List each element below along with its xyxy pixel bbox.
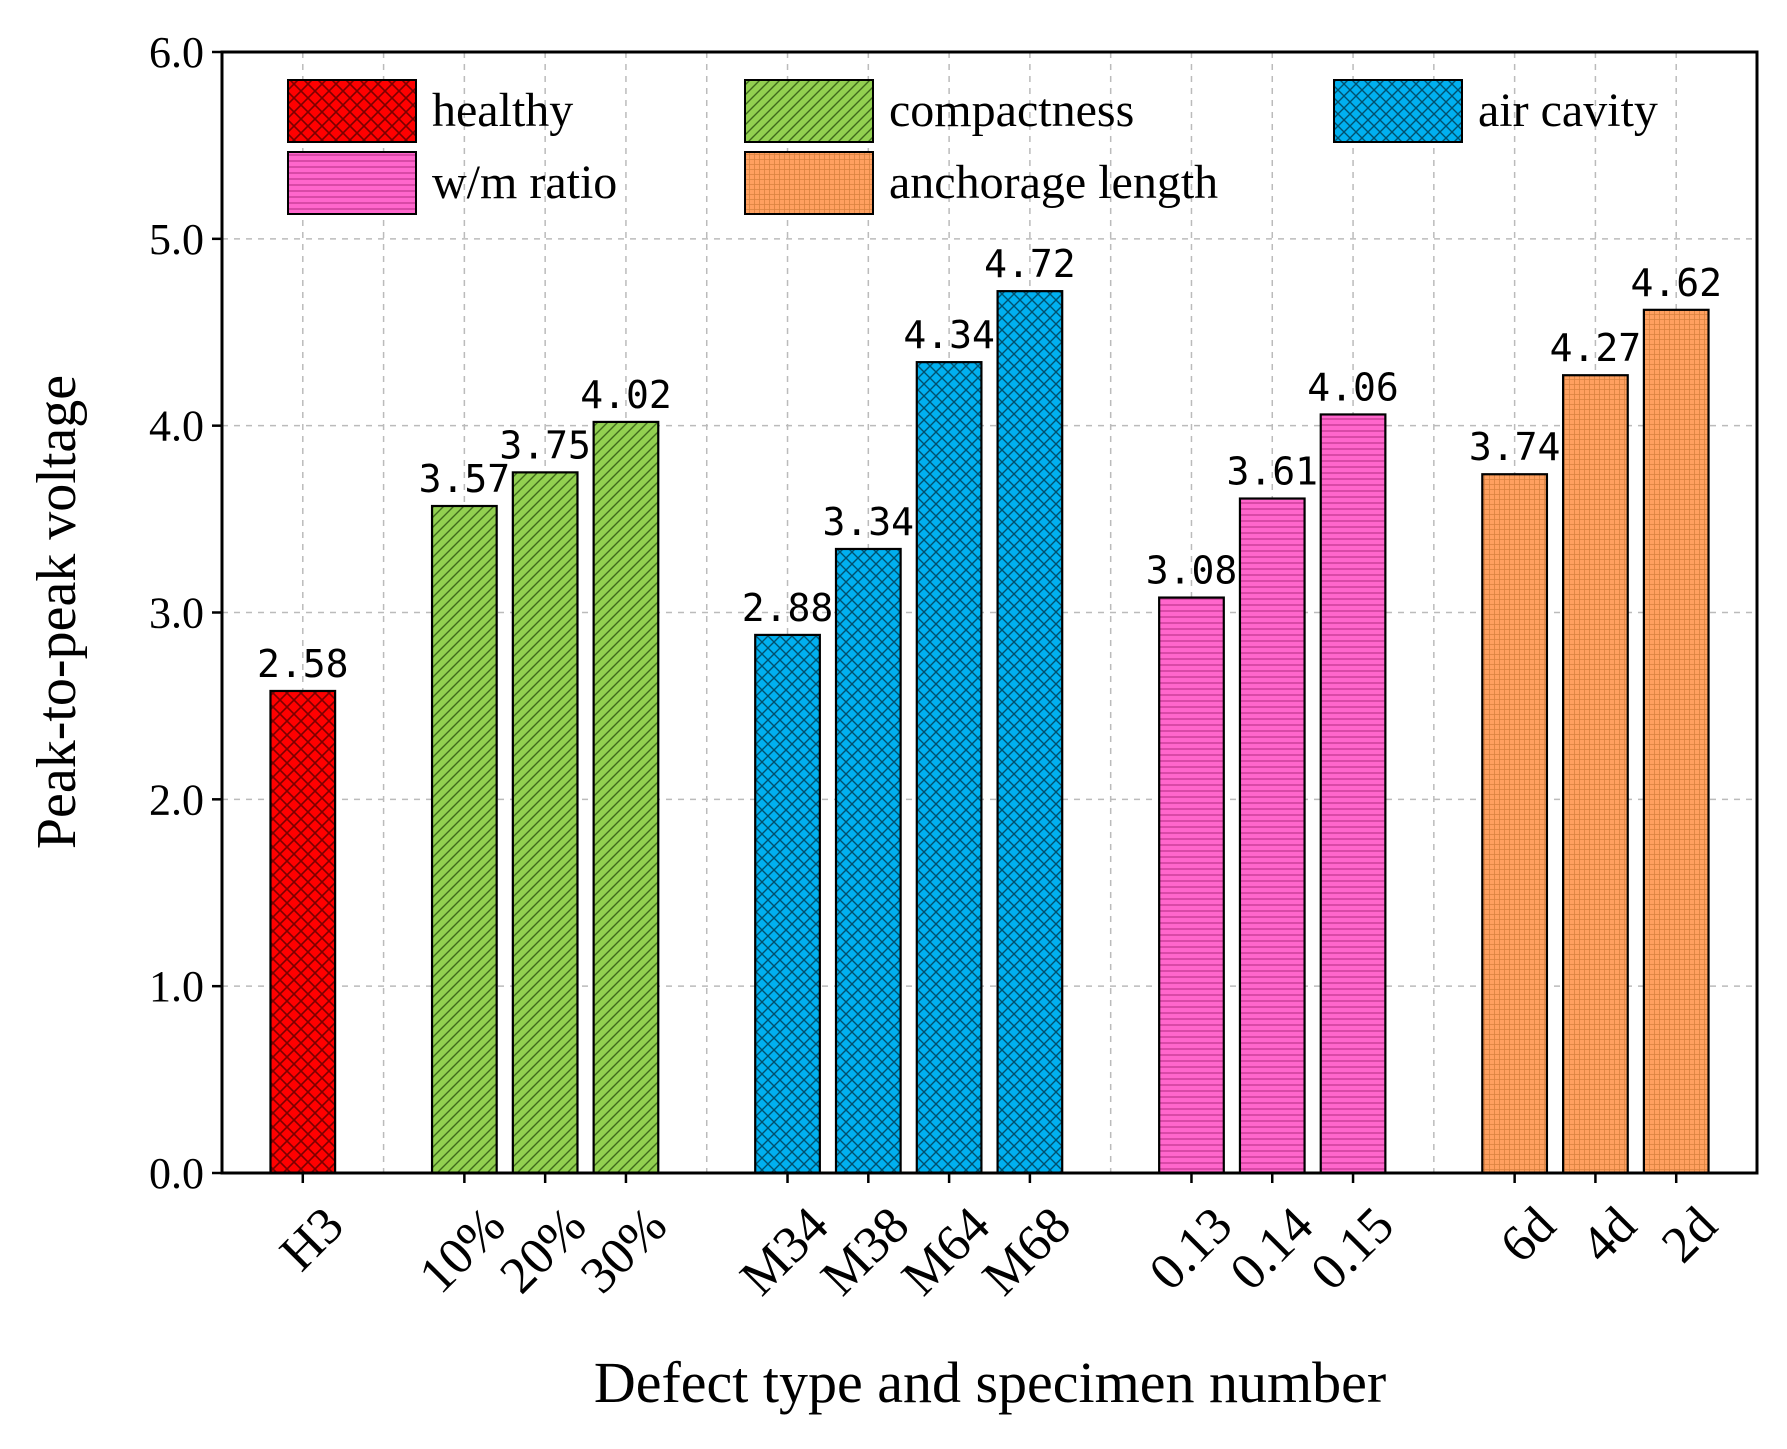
data-label: 4.02	[580, 373, 672, 417]
x-tick-label: M68	[972, 1197, 1082, 1307]
data-label: 4.72	[984, 242, 1076, 286]
data-label: 4.34	[903, 313, 995, 357]
legend-swatch	[287, 151, 417, 215]
y-tick-label: 3.0	[149, 589, 204, 638]
x-tick-label: 6d	[1489, 1197, 1566, 1274]
y-tick-label: 4.0	[149, 402, 204, 451]
data-label: 3.75	[499, 423, 591, 467]
bar	[996, 290, 1064, 1175]
data-label: 3.74	[1469, 425, 1561, 469]
x-tick-label: 0.14	[1220, 1197, 1325, 1302]
x-tick-label: 0.13	[1139, 1197, 1244, 1302]
data-label: 4.06	[1307, 365, 1399, 409]
bar	[511, 471, 579, 1175]
bar	[592, 420, 660, 1175]
legend-label: w/m ratio	[432, 156, 617, 209]
bars	[269, 290, 1710, 1175]
legend-swatch	[744, 151, 874, 215]
data-label: 3.57	[419, 457, 511, 501]
x-tick-label: 10%	[409, 1197, 517, 1305]
data-label: 4.27	[1550, 326, 1642, 370]
x-axis-label: Defect type and specimen number	[594, 1350, 1386, 1415]
bar	[430, 504, 498, 1175]
data-label: 3.61	[1227, 450, 1319, 494]
legend-swatch	[744, 79, 874, 143]
y-tick-label: 6.0	[149, 28, 204, 77]
bar	[834, 547, 902, 1175]
y-tick-label: 5.0	[149, 215, 204, 264]
data-label: 2.58	[257, 642, 349, 686]
legend-label: anchorage length	[889, 156, 1218, 209]
bar	[915, 361, 983, 1175]
x-tick-label: M34	[730, 1197, 840, 1307]
x-tick-label: M38	[810, 1197, 920, 1307]
legend-label: compactness	[889, 84, 1134, 137]
bar	[1238, 497, 1306, 1175]
bar	[1158, 596, 1225, 1175]
y-tick-label: 1.0	[149, 962, 204, 1011]
x-tick-label: M64	[891, 1197, 1001, 1307]
bar	[1562, 374, 1629, 1175]
x-tick-label: 2d	[1651, 1197, 1728, 1274]
legend-swatch	[287, 79, 417, 143]
data-label: 3.34	[823, 500, 915, 544]
legend-label: healthy	[432, 84, 573, 137]
bar	[1642, 308, 1710, 1175]
value-labels: 2.58 3.573.75 4.02 2.88 3.34 4.34 4.72 3.08 3.61…	[257, 242, 1722, 686]
data-label: 4.62	[1630, 261, 1722, 305]
legend: healthy compactness air cavity w/m ratio anc…	[287, 79, 1658, 215]
data-label: 3.08	[1146, 549, 1238, 593]
x-tick-label: 20%	[489, 1197, 597, 1305]
y-axis-ticks: 0.0 1.0 2.0 3.0 4.0 5.0 6.0	[149, 28, 222, 1198]
bar	[1319, 413, 1387, 1175]
x-tick-label: 30%	[570, 1197, 678, 1305]
y-tick-label: 2.0	[149, 775, 204, 824]
bar	[269, 689, 337, 1175]
x-tick-label: 4d	[1570, 1197, 1647, 1274]
x-tick-label: H3	[269, 1197, 354, 1282]
legend-label: air cavity	[1478, 84, 1658, 137]
y-tick-label: 0.0	[149, 1149, 204, 1198]
y-axis-label: Peak-to-peak voltage	[26, 375, 88, 849]
bar	[1481, 473, 1549, 1175]
bar	[754, 633, 821, 1175]
data-label: 2.88	[742, 586, 834, 630]
x-tick-label: 0.15	[1300, 1197, 1405, 1302]
legend-swatch	[1333, 79, 1463, 143]
